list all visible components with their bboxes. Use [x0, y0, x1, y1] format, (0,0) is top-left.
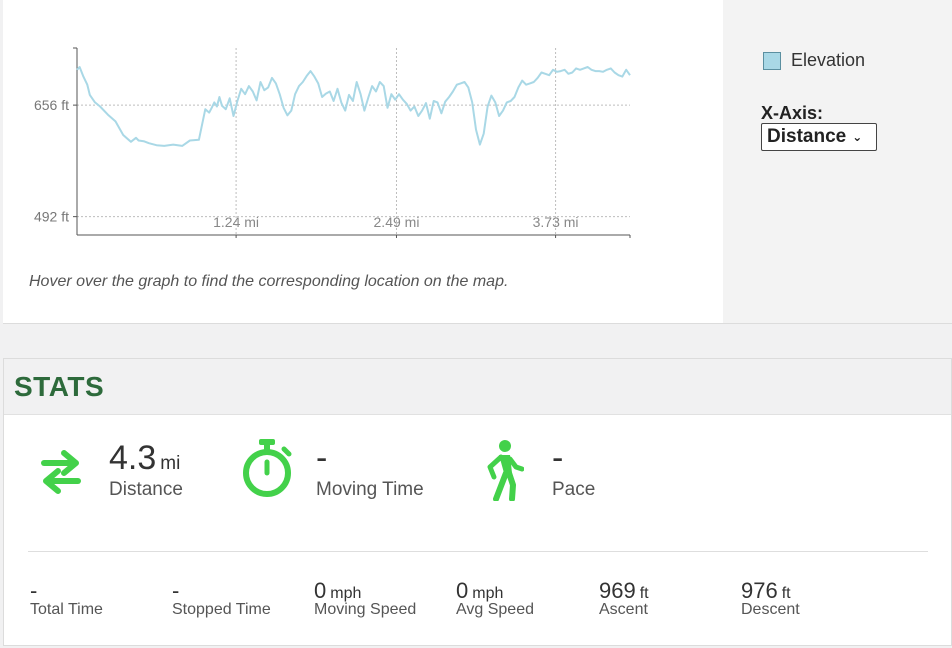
moving-time-value: -: [316, 439, 328, 477]
distance-number: 4.3: [109, 439, 157, 477]
ascent-value: 969 ft: [599, 578, 649, 603]
avg-speed-stat: 0 mph Avg Speed: [456, 579, 534, 619]
total-time-value: -: [30, 578, 38, 603]
ascent-unit: ft: [639, 585, 649, 602]
stopped-time-value: -: [172, 578, 180, 603]
x-tick-label: 1.24 mi: [213, 214, 259, 230]
x-tick-label: 2.49 mi: [374, 214, 420, 230]
elevation-chart[interactable]: 656 ft 492 ft 1.24 mi 2.49 mi 3.73 mi: [3, 0, 723, 260]
moving-speed-label: Moving Speed: [314, 601, 417, 618]
stopped-time-stat: - Stopped Time: [172, 579, 271, 619]
descent-label: Descent: [741, 601, 800, 618]
descent-stat: 976 ft Descent: [741, 579, 800, 619]
total-time-stat: - Total Time: [30, 579, 103, 619]
moving-time-label: Moving Time: [316, 479, 424, 500]
total-time-label: Total Time: [30, 601, 103, 618]
chevron-down-icon: ⌄: [852, 130, 863, 144]
stats-card: STATS 4.3 mi Distance - Moving Time: [3, 358, 952, 646]
y-tick-label: 492 ft: [34, 209, 69, 225]
swap-arrows-icon: [38, 445, 84, 502]
distance-unit: mi: [160, 453, 181, 474]
distance-value: 4.3 mi: [109, 439, 180, 478]
avg-speed-label: Avg Speed: [456, 601, 534, 618]
descent-unit: ft: [781, 585, 791, 602]
pace-value: -: [552, 439, 564, 477]
stopped-time-label: Stopped Time: [172, 601, 271, 618]
moving-speed-value: 0 mph: [314, 578, 362, 603]
stats-divider: [28, 551, 928, 552]
ascent-label: Ascent: [599, 601, 648, 618]
ascent-stat: 969 ft Ascent: [599, 579, 649, 619]
chart-options-panel: Elevation X-Axis: Distance ⌄: [723, 0, 952, 324]
y-tick-label: 656 ft: [34, 97, 69, 113]
moving-speed-unit: mph: [330, 585, 362, 602]
avg-speed-unit: mph: [472, 585, 504, 602]
stats-title: STATS: [14, 370, 105, 402]
avg-speed-value: 0 mph: [456, 578, 504, 603]
hover-hint: Hover over the graph to find the corresp…: [29, 273, 509, 290]
walking-person-icon: [482, 439, 525, 506]
stopwatch-icon: [240, 437, 294, 504]
descent-value: 976 ft: [741, 578, 791, 603]
pace-label: Pace: [552, 479, 596, 500]
xaxis-label: X-Axis:: [761, 103, 824, 123]
xaxis-select[interactable]: Distance ⌄: [761, 123, 877, 151]
legend-swatch: [763, 51, 781, 70]
legend-label: Elevation: [791, 50, 866, 70]
elevation-chart-card: 656 ft 492 ft 1.24 mi 2.49 mi 3.73 mi Hover …: [3, 0, 723, 324]
legend-elevation[interactable]: Elevation: [763, 50, 865, 71]
distance-label: Distance: [109, 479, 183, 500]
elevation-series-line: [76, 66, 631, 147]
xaxis-selected-value: Distance: [767, 126, 847, 147]
stats-header: STATS: [4, 359, 951, 415]
x-tick-label: 3.73 mi: [533, 214, 579, 230]
moving-speed-stat: 0 mph Moving Speed: [314, 579, 416, 619]
